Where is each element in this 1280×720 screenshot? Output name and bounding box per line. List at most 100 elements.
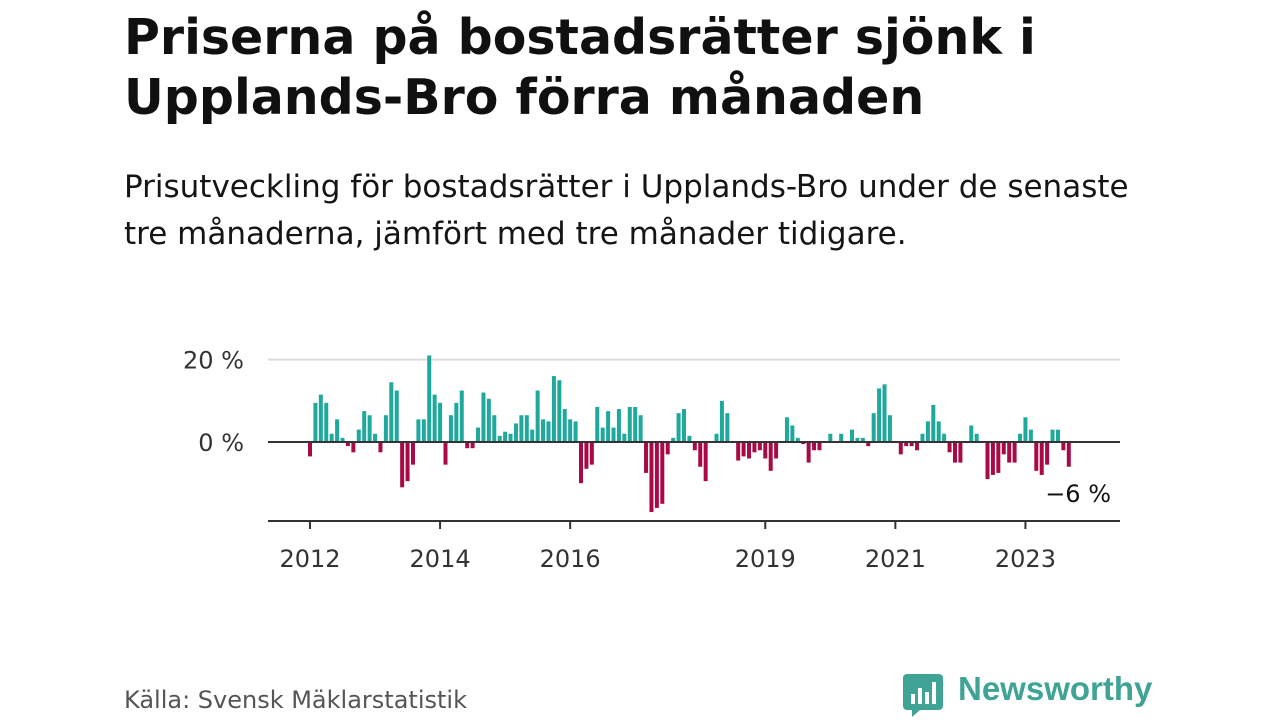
bar — [1045, 442, 1050, 465]
bar — [1050, 429, 1055, 442]
bar — [671, 437, 676, 442]
bar — [616, 409, 621, 442]
bar — [318, 394, 323, 442]
bar — [812, 442, 817, 451]
bar — [508, 433, 513, 442]
bar — [866, 442, 871, 447]
bar — [1039, 442, 1044, 475]
bar — [589, 442, 594, 465]
bar — [795, 437, 800, 442]
bar — [362, 411, 367, 442]
bar — [329, 433, 334, 442]
bar — [600, 427, 605, 442]
bar — [925, 421, 930, 442]
bar — [774, 442, 779, 459]
bar — [850, 429, 854, 442]
x-tick-label: 2016 — [540, 545, 601, 573]
bar — [887, 415, 892, 442]
chart-title: Priserna på bostadsrätter sjönk i Upplan… — [124, 9, 1036, 126]
bar — [898, 442, 903, 455]
bar — [741, 442, 746, 457]
bar — [340, 437, 345, 442]
bar — [936, 421, 941, 442]
bar — [546, 421, 551, 442]
x-tick-label: 2019 — [735, 545, 796, 573]
bar-layer — [308, 355, 1071, 513]
bar — [410, 442, 415, 465]
bar — [719, 400, 724, 442]
bar — [703, 442, 708, 482]
bar — [459, 390, 464, 442]
bar — [373, 433, 378, 442]
bar — [1007, 442, 1012, 463]
bar — [817, 442, 822, 451]
bar — [345, 442, 350, 447]
bar — [784, 417, 789, 442]
bar — [974, 433, 979, 442]
bar — [660, 442, 665, 504]
y-tick-label: 20 % — [183, 347, 244, 375]
bar — [513, 423, 518, 442]
bar — [568, 419, 573, 442]
bar — [752, 442, 757, 453]
bar — [378, 442, 383, 453]
bar — [1061, 442, 1066, 451]
bar — [638, 415, 643, 442]
bar — [877, 388, 882, 442]
bar — [584, 442, 589, 469]
y-tick-label: 0 % — [198, 429, 244, 457]
bar-chart: 0 % 20 % 2012 2014 2016 2019 2021 2023 −6 % — [183, 347, 1120, 573]
bar — [681, 409, 686, 442]
bar — [389, 382, 394, 442]
bar — [541, 419, 546, 442]
bar — [904, 442, 909, 447]
bar — [470, 442, 475, 449]
bar — [351, 442, 356, 453]
bar — [562, 409, 567, 442]
bar — [443, 442, 448, 465]
newsworthy-logo-text: Newsworthy — [958, 670, 1153, 707]
bar — [438, 402, 443, 442]
bar — [432, 394, 437, 442]
bar — [627, 406, 632, 442]
bar — [654, 442, 659, 508]
bar — [644, 442, 649, 473]
bar — [1028, 429, 1033, 442]
bar — [535, 390, 540, 442]
bar — [942, 433, 947, 442]
bar — [947, 442, 952, 453]
bar — [335, 419, 340, 442]
bar — [969, 425, 974, 442]
bar — [990, 442, 995, 475]
bar — [416, 419, 421, 442]
bar — [692, 442, 697, 451]
bar — [725, 413, 730, 442]
bar — [1066, 442, 1071, 467]
bar — [649, 442, 654, 513]
bar — [790, 425, 795, 442]
x-tick-label: 2023 — [995, 545, 1056, 573]
bar — [465, 442, 470, 449]
bar — [839, 433, 844, 442]
bar — [356, 429, 361, 442]
bar — [855, 437, 860, 442]
bar — [611, 427, 616, 442]
bar — [573, 421, 578, 442]
x-tick-label: 2021 — [865, 545, 926, 573]
bar — [747, 442, 752, 459]
newsworthy-logo-icon — [903, 674, 943, 717]
x-tick-label: 2014 — [410, 545, 471, 573]
bar — [1055, 429, 1060, 442]
bar — [481, 392, 486, 442]
bar — [985, 442, 990, 480]
bar — [427, 355, 432, 442]
bar — [676, 413, 681, 442]
bar — [736, 442, 741, 461]
bar — [421, 419, 426, 442]
bar — [595, 406, 600, 442]
bar — [579, 442, 583, 484]
bar — [606, 411, 611, 442]
bar — [931, 404, 936, 442]
bar — [400, 442, 405, 488]
bar — [367, 415, 372, 442]
